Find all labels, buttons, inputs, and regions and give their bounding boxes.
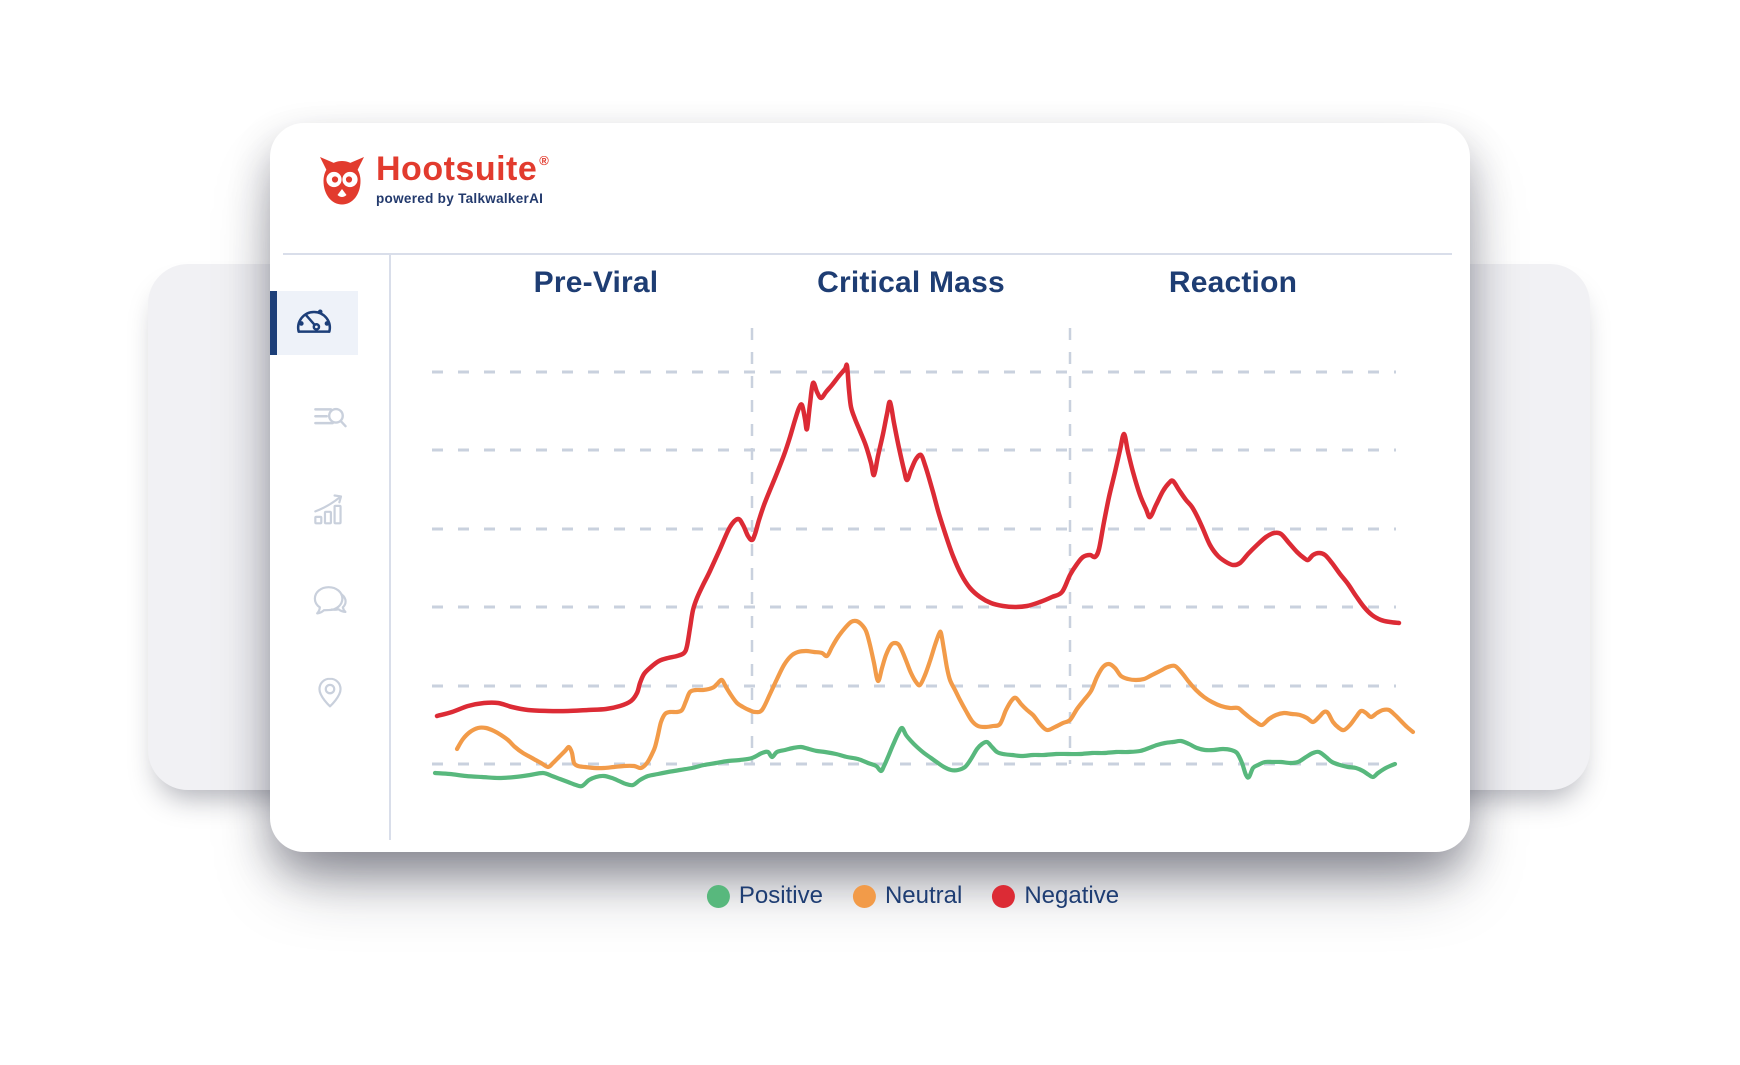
chart-legend: Positive Neutral Negative [706, 882, 1119, 910]
active-indicator-bar [270, 291, 277, 355]
dashboard-card [270, 123, 1470, 852]
phase-label-pre-viral: Pre-Viral [533, 266, 659, 299]
sidebar-item-conversations[interactable] [270, 568, 389, 632]
location-pin-icon [317, 677, 342, 708]
legend-label: Negative [1024, 882, 1120, 909]
legend-item-negative[interactable]: Negative [992, 882, 1119, 910]
brand-tagline: powered by TalkwalkerAI [376, 191, 544, 206]
brand-name: Hootsuite [376, 150, 538, 188]
hootsuite-logo: Hootsuite ® powered by TalkwalkerAI [316, 152, 549, 208]
chat-bubbles-icon [313, 586, 347, 615]
legend-item-positive[interactable]: Positive [706, 882, 823, 910]
legend-label: Positive [738, 882, 823, 909]
search-list-icon [313, 407, 347, 428]
sidebar-divider [389, 253, 391, 840]
phase-label-critical-mass: Critical Mass [817, 266, 1005, 299]
sidebar [270, 255, 389, 840]
gauge-icon [296, 309, 332, 333]
owl-icon [320, 157, 364, 205]
sidebar-item-search[interactable] [270, 387, 389, 451]
positive-dot-icon [706, 884, 730, 908]
neutral-dot-icon [852, 884, 876, 908]
legend-item-neutral[interactable]: Neutral [852, 882, 963, 910]
sidebar-item-overview[interactable] [270, 291, 358, 355]
sidebar-item-locations[interactable] [270, 660, 389, 724]
legend-label: Neutral [884, 882, 963, 909]
negative-dot-icon [992, 884, 1016, 908]
sidebar-item-analytics[interactable] [270, 478, 389, 542]
growth-chart-icon [313, 494, 342, 525]
registered-mark: ® [539, 153, 549, 168]
header-divider [283, 253, 1452, 255]
phase-label-reaction: Reaction [1168, 266, 1298, 299]
